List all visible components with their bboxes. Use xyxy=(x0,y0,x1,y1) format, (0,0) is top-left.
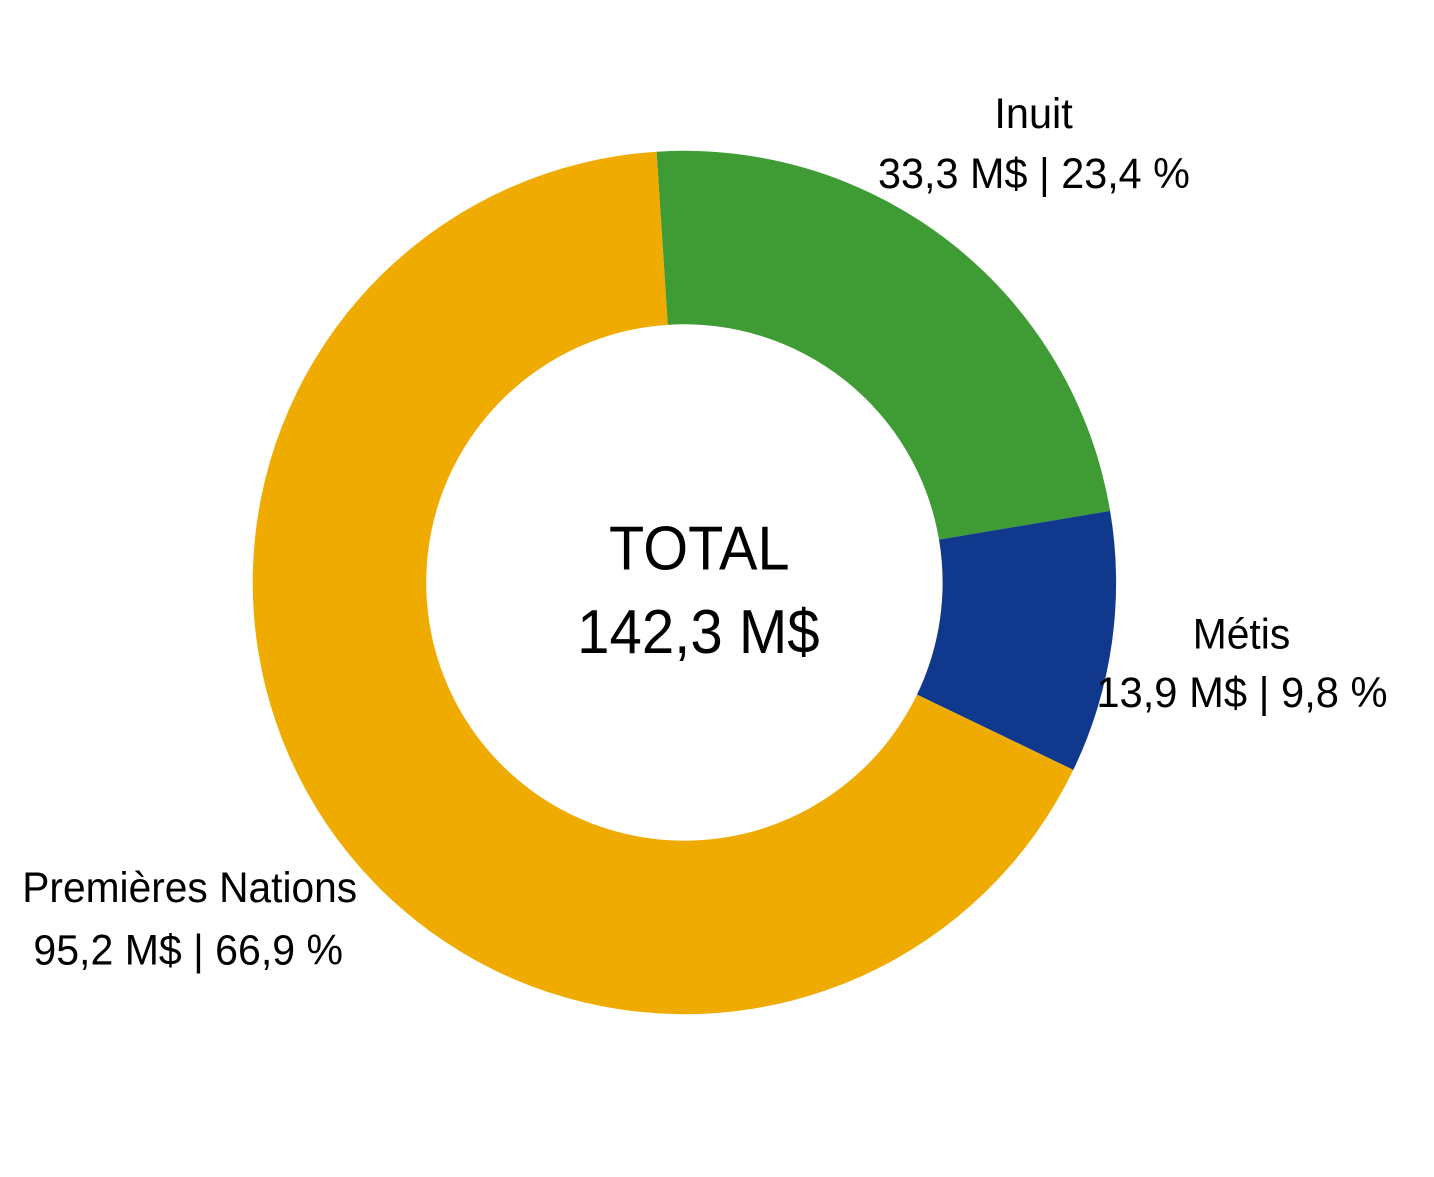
svg-text:Inuit: Inuit xyxy=(994,91,1073,138)
svg-text:TOTAL: TOTAL xyxy=(609,514,790,583)
svg-text:13,9 M$ | 9,8 %: 13,9 M$ | 9,8 % xyxy=(1096,670,1387,717)
svg-text:95,2 M$ | 66,9 %: 95,2 M$ | 66,9 % xyxy=(33,928,343,975)
svg-text:Métis: Métis xyxy=(1193,612,1291,659)
svg-text:33,3 M$ | 23,4 %: 33,3 M$ | 23,4 % xyxy=(878,151,1190,198)
svg-text:142,3 M$: 142,3 M$ xyxy=(577,598,820,667)
svg-text:Premières Nations: Premières Nations xyxy=(22,865,357,912)
